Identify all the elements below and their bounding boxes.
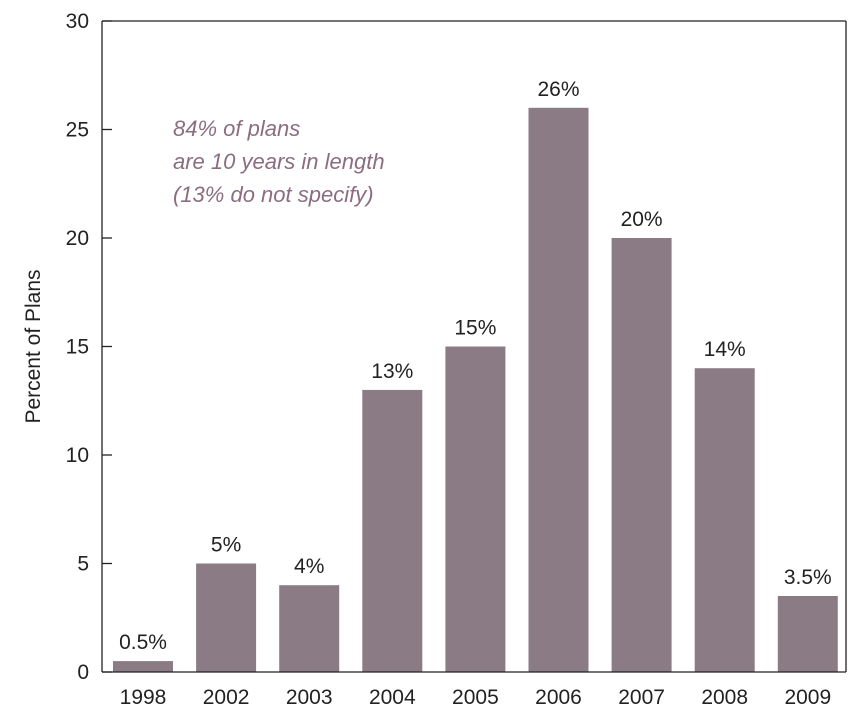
y-tick-label-20: 20: [66, 227, 89, 250]
data-label-2003: 4%: [294, 555, 324, 578]
x-tick-label-1998: 1998: [120, 686, 167, 709]
data-label-2006: 26%: [537, 78, 579, 101]
x-tick-label-2005: 2005: [452, 686, 499, 709]
y-tick-label-15: 15: [66, 336, 89, 359]
x-tick-label-2002: 2002: [203, 686, 250, 709]
data-label-2002: 5%: [211, 534, 241, 557]
y-tick-label-30: 30: [66, 10, 89, 33]
x-tick-label-2004: 2004: [369, 686, 416, 709]
y-tick-label-10: 10: [66, 444, 89, 467]
bar-1998: [113, 661, 173, 672]
annotation-line-3: (13% do not specify): [173, 182, 374, 207]
x-tick-label-2009: 2009: [784, 686, 831, 709]
data-label-2008: 14%: [704, 338, 746, 361]
data-label-2007: 20%: [621, 208, 663, 231]
y-tick-label-5: 5: [77, 553, 89, 576]
y-tick-label-25: 25: [66, 119, 89, 142]
axes-layer: [101, 20, 847, 673]
x-tick-label-2008: 2008: [701, 686, 748, 709]
bar-2005: [445, 346, 506, 672]
data-label-1998: 0.5%: [119, 631, 167, 654]
y-axis-title: Percent of Plans: [22, 269, 45, 423]
bar-2007: [611, 238, 672, 672]
data-label-2004: 13%: [371, 360, 413, 383]
x-tick-label-2003: 2003: [286, 686, 333, 709]
annotation-line-1: 84% of plans: [173, 116, 300, 141]
bar-2009: [777, 596, 838, 672]
annotation-line-2: are 10 years in length: [173, 149, 385, 174]
data-label-2009: 3.5%: [784, 566, 832, 589]
y-tick-label-0: 0: [77, 661, 89, 684]
bars-layer: [113, 107, 838, 673]
bar-2008: [694, 368, 755, 672]
bar-2002: [196, 563, 257, 672]
x-tick-label-2007: 2007: [618, 686, 665, 709]
annotation: 84% of plans are 10 years in length (13% d…: [173, 116, 385, 207]
bar-2004: [362, 389, 423, 672]
labels-layer: 0.5%19985%20024%200313%200415%200526%200…: [66, 10, 832, 709]
bar-2003: [279, 585, 340, 672]
data-label-2005: 15%: [454, 317, 496, 340]
bar-2006: [528, 107, 589, 673]
x-tick-label-2006: 2006: [535, 686, 582, 709]
